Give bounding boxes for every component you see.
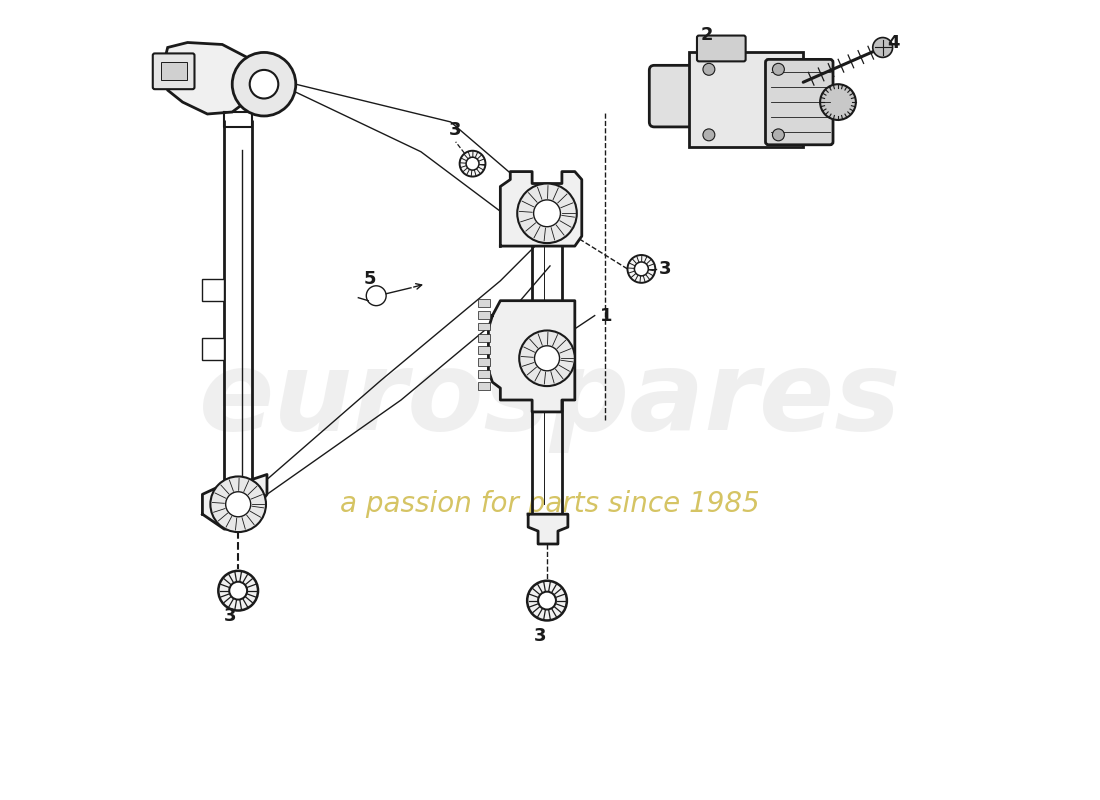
- Circle shape: [772, 129, 784, 141]
- Bar: [478, 382, 491, 390]
- Circle shape: [538, 592, 556, 610]
- Circle shape: [466, 157, 478, 170]
- Circle shape: [232, 53, 296, 116]
- Bar: [689, 53, 803, 146]
- Circle shape: [627, 255, 656, 283]
- Circle shape: [534, 200, 560, 226]
- Text: eurospares: eurospares: [199, 346, 901, 454]
- Circle shape: [527, 581, 566, 621]
- Text: 2: 2: [701, 26, 714, 43]
- Circle shape: [872, 38, 892, 58]
- Bar: [202, 279, 224, 301]
- FancyBboxPatch shape: [697, 35, 746, 62]
- Circle shape: [460, 150, 485, 177]
- FancyBboxPatch shape: [649, 66, 714, 127]
- Text: 3: 3: [535, 627, 547, 646]
- Circle shape: [229, 582, 248, 600]
- Bar: [478, 310, 491, 318]
- Polygon shape: [163, 42, 257, 114]
- FancyBboxPatch shape: [766, 59, 833, 145]
- Circle shape: [517, 183, 576, 243]
- Bar: [478, 322, 491, 330]
- Text: a passion for parts since 1985: a passion for parts since 1985: [340, 490, 760, 518]
- Text: 5: 5: [363, 270, 376, 288]
- Polygon shape: [528, 514, 568, 544]
- Bar: [161, 62, 187, 80]
- Polygon shape: [500, 171, 582, 246]
- Bar: [478, 298, 491, 306]
- Text: 4: 4: [888, 34, 900, 51]
- Bar: [202, 338, 224, 360]
- Text: 3: 3: [449, 121, 461, 139]
- Circle shape: [772, 63, 784, 75]
- Circle shape: [210, 477, 266, 532]
- Circle shape: [703, 129, 715, 141]
- Text: 3: 3: [224, 607, 236, 626]
- FancyBboxPatch shape: [153, 54, 195, 89]
- Circle shape: [366, 286, 386, 306]
- Circle shape: [821, 84, 856, 120]
- Circle shape: [703, 63, 715, 75]
- Circle shape: [519, 330, 575, 386]
- Polygon shape: [488, 301, 575, 412]
- Bar: [478, 334, 491, 342]
- Circle shape: [635, 262, 648, 276]
- Circle shape: [226, 492, 251, 517]
- Polygon shape: [202, 474, 267, 529]
- Bar: [478, 358, 491, 366]
- Circle shape: [535, 346, 560, 371]
- Bar: [478, 346, 491, 354]
- Circle shape: [218, 571, 258, 610]
- Text: 3: 3: [659, 260, 672, 278]
- Bar: [478, 370, 491, 378]
- Text: 1: 1: [600, 306, 613, 325]
- Circle shape: [250, 70, 278, 98]
